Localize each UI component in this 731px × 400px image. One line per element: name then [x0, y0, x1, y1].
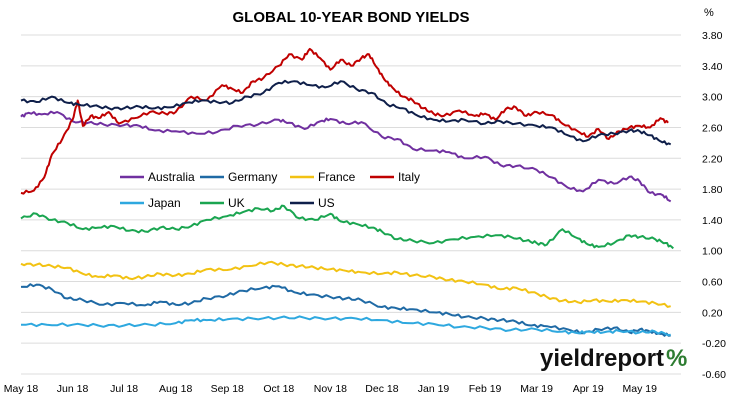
x-tick-label: Apr 19 [573, 383, 604, 395]
gridlines [21, 34, 681, 375]
brand-logo-text: yieldreport [540, 345, 664, 372]
legend-label-germany: Germany [228, 170, 277, 184]
x-tick-label: Jan 19 [418, 383, 450, 395]
y-tick-labels: 3.80 3.40 3.00 2.60 2.20 1.80 1.40 1.00 0.60 0.20… [702, 30, 726, 381]
brand-logo-percent: % [666, 345, 687, 372]
x-tick-label: Jul 18 [110, 383, 138, 395]
y-tick-label: 0.60 [702, 277, 723, 289]
y-tick-label: -0.60 [702, 369, 726, 381]
legend-label-australia: Australia [148, 170, 195, 184]
y-tick-label: 2.60 [702, 122, 723, 134]
series-line-uk [20, 204, 674, 250]
y-tick-label: 3.80 [702, 30, 723, 42]
legend-label-italy: Italy [398, 170, 420, 184]
x-tick-label: Feb 19 [469, 383, 502, 395]
y-tick-label: 3.00 [702, 92, 723, 104]
y-tick-label: 1.40 [702, 215, 723, 227]
y-tick-label: 3.40 [702, 61, 723, 73]
x-tick-label: Nov 18 [314, 383, 347, 395]
legend-label-france: France [318, 170, 356, 184]
x-tick-label: Mar 19 [520, 383, 553, 395]
legend-label-japan: Japan [148, 196, 181, 210]
x-tick-label: Jun 18 [57, 383, 89, 395]
x-tick-labels: May 18 Jun 18 Jul 18 Aug 18 Sep 18 Oct 18 Nov … [4, 383, 657, 395]
y-tick-label: 2.20 [702, 153, 723, 165]
legend-label-us: US [318, 196, 335, 210]
y-tick-label: -0.20 [702, 338, 726, 350]
series-line-italy [20, 47, 669, 195]
y-tick-label: 1.00 [702, 246, 723, 258]
legend: Australia Germany France Italy Japan UK US [120, 170, 420, 210]
series-line-japan [21, 315, 671, 337]
x-tick-label: Sep 18 [211, 383, 244, 395]
series-lines [20, 47, 674, 337]
series-line-australia [20, 110, 672, 203]
x-tick-label: May 18 [4, 383, 39, 395]
x-tick-label: Oct 18 [263, 383, 294, 395]
y-tick-label: 1.80 [702, 184, 723, 196]
x-tick-label: Dec 18 [365, 383, 398, 395]
series-line-france [20, 260, 671, 308]
chart-title: GLOBAL 10-YEAR BOND YIELDS [233, 9, 470, 26]
x-tick-label: Aug 18 [159, 383, 192, 395]
series-line-us [20, 79, 672, 146]
y-axis-unit: % [704, 7, 714, 19]
x-tick-label: May 19 [623, 383, 658, 395]
legend-label-uk: UK [228, 196, 245, 210]
brand-logo: yieldreport % [540, 345, 687, 372]
y-tick-label: 0.20 [702, 307, 723, 319]
